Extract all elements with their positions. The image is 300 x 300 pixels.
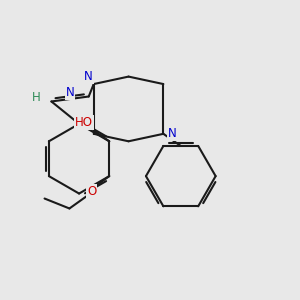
- Text: HO: HO: [75, 116, 93, 129]
- Text: N: N: [84, 70, 93, 83]
- Text: N: N: [66, 85, 74, 99]
- Text: H: H: [32, 91, 41, 104]
- Text: O: O: [87, 184, 97, 198]
- Text: N: N: [168, 127, 176, 140]
